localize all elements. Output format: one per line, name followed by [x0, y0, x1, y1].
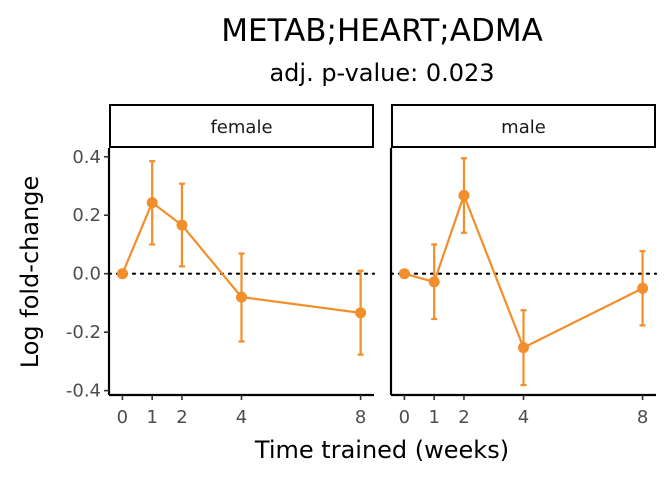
x-tick-label: 0 — [117, 407, 128, 428]
x-tick-label: 1 — [146, 407, 157, 428]
data-point — [428, 276, 440, 288]
x-tick-label: 2 — [458, 407, 469, 428]
strip-male — [391, 104, 656, 148]
x-tick-label: 0 — [399, 407, 410, 428]
strip-female — [109, 104, 374, 148]
strip-label-female: female — [210, 117, 272, 138]
data-point — [458, 189, 470, 201]
y-tick-label: 0.2 — [72, 205, 101, 226]
x-tick-label: 8 — [355, 407, 366, 428]
data-point — [355, 307, 367, 319]
data-point — [398, 268, 410, 280]
x-tick-label: 4 — [518, 407, 529, 428]
y-tick-label: -0.2 — [66, 322, 101, 343]
chart-title: METAB;HEART;ADMA — [221, 13, 543, 49]
data-point — [637, 282, 649, 294]
x-tick-label: 4 — [236, 407, 247, 428]
panel-male: male 0 1 2 4 8 — [389, 104, 658, 428]
data-point — [176, 219, 188, 231]
data-point — [146, 197, 158, 209]
chart-subtitle: adj. p-value: 0.023 — [269, 59, 494, 87]
y-tick-label: 0.4 — [72, 147, 101, 168]
y-tick-label: 0.0 — [72, 264, 101, 285]
data-point — [236, 291, 247, 303]
y-tick-label: -0.4 — [66, 381, 101, 402]
x-tick-label: 8 — [637, 407, 648, 428]
x-axis-title: Time trained (weeks) — [254, 436, 509, 464]
x-tick-label: 1 — [428, 407, 439, 428]
x-tick-label: 2 — [176, 407, 187, 428]
panel-female: female 0.4 0.2 0.0 -0.2 -0.4 0 1 2 4 8 — [66, 104, 376, 428]
y-axis-title: Log fold-change — [16, 176, 44, 369]
data-point — [116, 268, 128, 280]
strip-label-male: male — [501, 117, 546, 138]
data-point — [518, 342, 529, 354]
